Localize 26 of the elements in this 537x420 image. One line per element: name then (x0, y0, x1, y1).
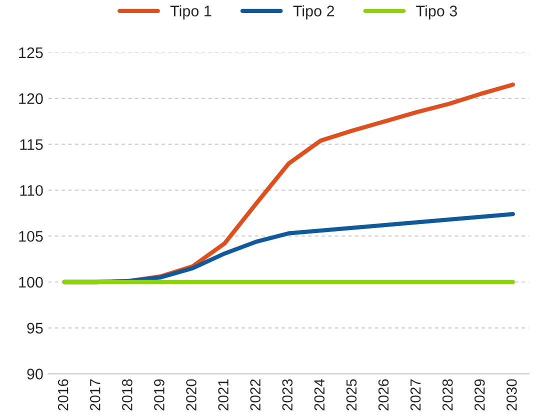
x-tick-label: 2018 (122, 379, 132, 410)
x-tick-label: 2026 (378, 379, 389, 410)
x-tick-label: 2022 (250, 379, 261, 410)
x-tick-label: 2024 (314, 379, 325, 410)
x-tick-label: 2025 (346, 379, 357, 410)
x-tick-label: 2023 (282, 379, 293, 410)
legend-label: Tipo 3 (416, 5, 457, 20)
x-tick-label: 2019 (154, 379, 164, 410)
y-tick-label: 115 (20, 139, 43, 150)
x-tick-label: 2029 (474, 379, 485, 410)
y-tick-label: 110 (20, 185, 43, 196)
x-tick-label: 2027 (410, 379, 421, 410)
y-tick-label: 100 (19, 276, 43, 288)
x-tick-label: 2030 (506, 379, 517, 410)
x-tick-label: 2017 (90, 379, 100, 410)
y-tick-label: 105 (19, 230, 43, 242)
y-tick-label: 90 (27, 368, 43, 380)
x-tick-label: 2021 (218, 379, 228, 410)
x-tick-label: 2016 (58, 379, 68, 410)
x-tick-label: 2020 (186, 379, 196, 410)
x-tick-label: 2028 (442, 379, 453, 410)
legend-label: Tipo 2 (293, 5, 334, 20)
y-tick-label: 120 (19, 93, 43, 104)
y-tick-label: 125 (19, 47, 43, 58)
y-tick-label: 95 (27, 322, 43, 334)
legend-label: Tipo 1 (170, 5, 212, 20)
